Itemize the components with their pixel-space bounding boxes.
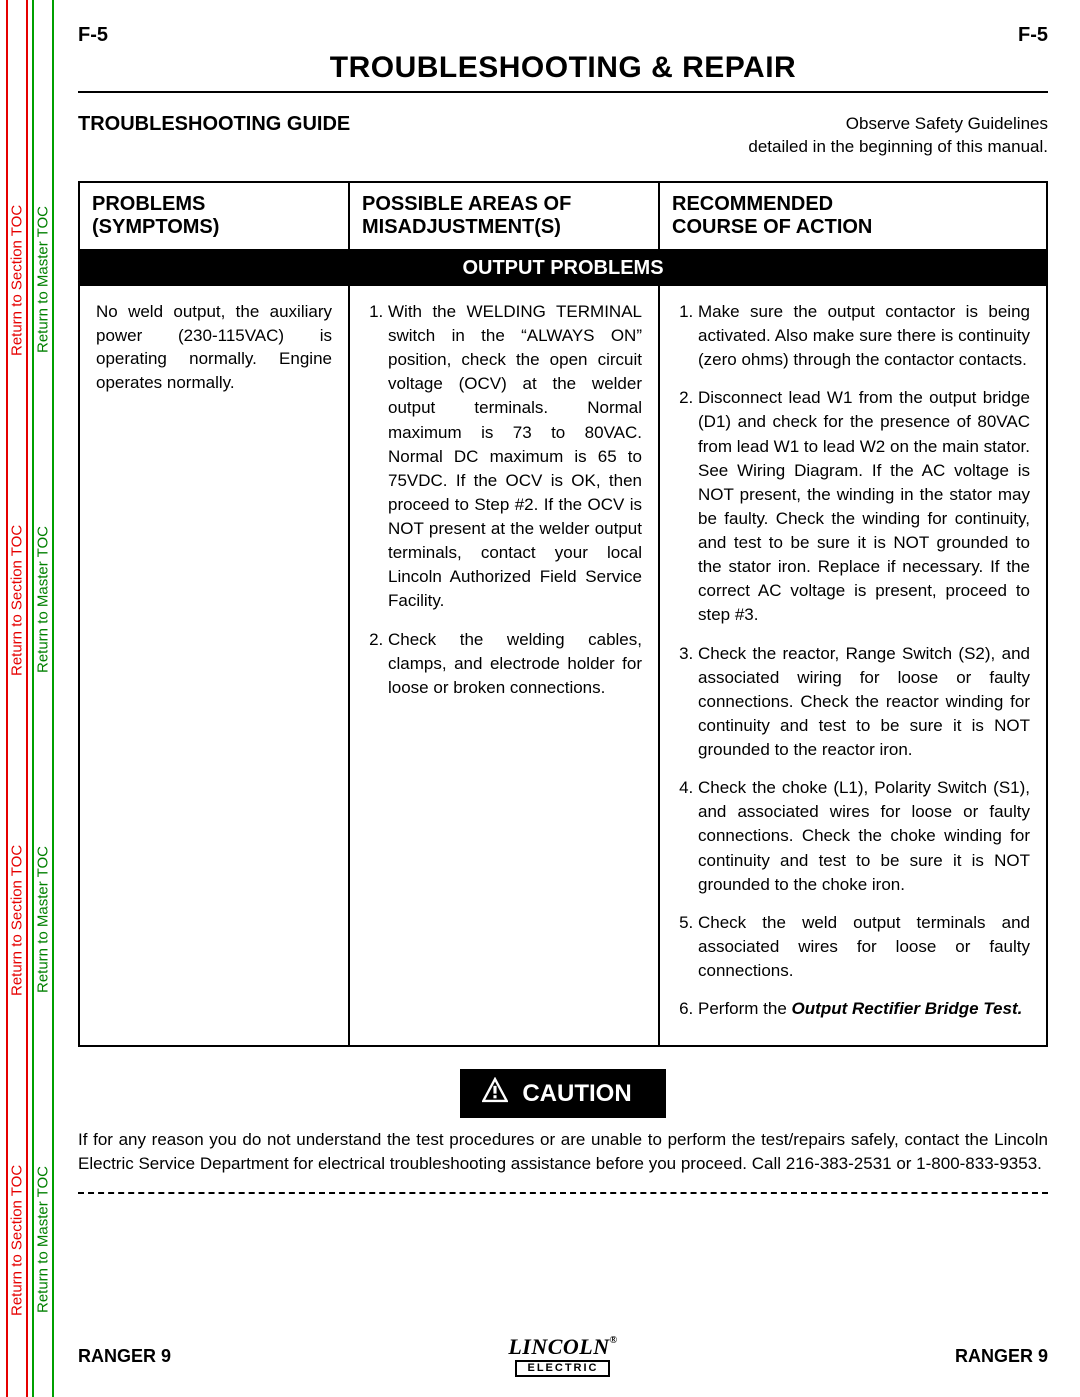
- col3-line2: COURSE OF ACTION: [672, 216, 872, 238]
- action-item: Check the reactor, Range Switch (S2), an…: [698, 642, 1030, 763]
- return-section-toc-link[interactable]: Return to Section TOC: [8, 1115, 26, 1365]
- action-cell: Make sure the output contactor is being …: [659, 286, 1047, 1046]
- symptom-cell: No weld output, the auxiliary power (230…: [79, 286, 349, 1046]
- return-master-toc-link[interactable]: Return to Master TOC: [34, 155, 52, 405]
- misadj-item: Check the welding cables, clamps, and el…: [388, 628, 642, 700]
- safety-note-line1: Observe Safety Guidelines: [846, 114, 1048, 133]
- action-item: Check the choke (L1), Polarity Switch (S…: [698, 776, 1030, 897]
- section-toc-column: Return to Section TOC Return to Section T…: [6, 0, 28, 1397]
- page-code-left: F-5: [78, 24, 108, 47]
- return-master-toc-link[interactable]: Return to Master TOC: [34, 795, 52, 1045]
- safety-note: Observe Safety Guidelines detailed in th…: [748, 113, 1048, 159]
- troubleshooting-table: PROBLEMS (SYMPTOMS) POSSIBLE AREAS OF MI…: [78, 181, 1048, 1047]
- action-item: Make sure the output contactor is being …: [698, 300, 1030, 372]
- master-toc-column: Return to Master TOC Return to Master TOC…: [32, 0, 54, 1397]
- misadjustment-list: With the WELDING TERMINAL switch in the …: [366, 300, 642, 700]
- logo-bottom: ELECTRIC: [515, 1360, 610, 1377]
- col2-line2: MISADJUSTMENT(S): [362, 216, 561, 238]
- footer-model-left: RANGER 9: [78, 1346, 171, 1367]
- footer-model-right: RANGER 9: [955, 1346, 1048, 1367]
- col1-line2: (SYMPTOMS): [92, 216, 219, 238]
- logo-top-text: LINCOLN: [508, 1334, 609, 1359]
- col-header-action: RECOMMENDED COURSE OF ACTION: [659, 182, 1047, 250]
- return-section-toc-link[interactable]: Return to Section TOC: [8, 475, 26, 725]
- logo-top: LINCOLN®: [508, 1336, 617, 1358]
- safety-note-line2: detailed in the beginning of this manual…: [748, 137, 1048, 156]
- side-toc-tabs: Return to Section TOC Return to Section T…: [0, 0, 55, 1397]
- guide-heading: TROUBLESHOOTING GUIDE: [78, 113, 350, 136]
- caution-label: CAUTION: [522, 1080, 631, 1108]
- page-code-right: F-5: [1018, 24, 1048, 47]
- action6-bold: Output Rectifier Bridge Test.: [792, 999, 1023, 1018]
- col1-line1: PROBLEMS: [92, 193, 205, 215]
- logo-reg: ®: [610, 1335, 618, 1346]
- lincoln-logo: LINCOLN® ELECTRIC: [508, 1336, 617, 1377]
- title-rule: [78, 91, 1048, 93]
- action-item: Perform the Output Rectifier Bridge Test…: [698, 997, 1030, 1021]
- col2-line1: POSSIBLE AREAS OF: [362, 193, 571, 215]
- symptom-text: No weld output, the auxiliary power (230…: [96, 300, 332, 395]
- dashed-separator: [78, 1192, 1048, 1194]
- misadj-item: With the WELDING TERMINAL switch in the …: [388, 300, 642, 614]
- action-item: Check the weld output terminals and asso…: [698, 911, 1030, 983]
- caution-body: If for any reason you do not understand …: [78, 1128, 1048, 1176]
- return-section-toc-link[interactable]: Return to Section TOC: [8, 155, 26, 405]
- return-master-toc-link[interactable]: Return to Master TOC: [34, 475, 52, 725]
- page-title: TROUBLESHOOTING & REPAIR: [78, 51, 1048, 85]
- caution-banner: CAUTION: [460, 1069, 665, 1118]
- page-footer: RANGER 9 LINCOLN® ELECTRIC RANGER 9: [78, 1336, 1048, 1377]
- action6-prefix: Perform the: [698, 999, 792, 1018]
- warning-icon: [482, 1077, 508, 1110]
- return-section-toc-link[interactable]: Return to Section TOC: [8, 795, 26, 1045]
- return-master-toc-link[interactable]: Return to Master TOC: [34, 1115, 52, 1365]
- action-item: Disconnect lead W1 from the output bridg…: [698, 386, 1030, 627]
- col-header-problems: PROBLEMS (SYMPTOMS): [79, 182, 349, 250]
- col-header-misadjustment: POSSIBLE AREAS OF MISADJUSTMENT(S): [349, 182, 659, 250]
- content-area: F-5 F-5 TROUBLESHOOTING & REPAIR TROUBLE…: [78, 24, 1048, 1194]
- section-band: OUTPUT PROBLEMS: [79, 250, 1047, 286]
- action-list: Make sure the output contactor is being …: [676, 300, 1030, 1021]
- page-code-row: F-5 F-5: [78, 24, 1048, 47]
- misadjustment-cell: With the WELDING TERMINAL switch in the …: [349, 286, 659, 1046]
- col3-line1: RECOMMENDED: [672, 193, 833, 215]
